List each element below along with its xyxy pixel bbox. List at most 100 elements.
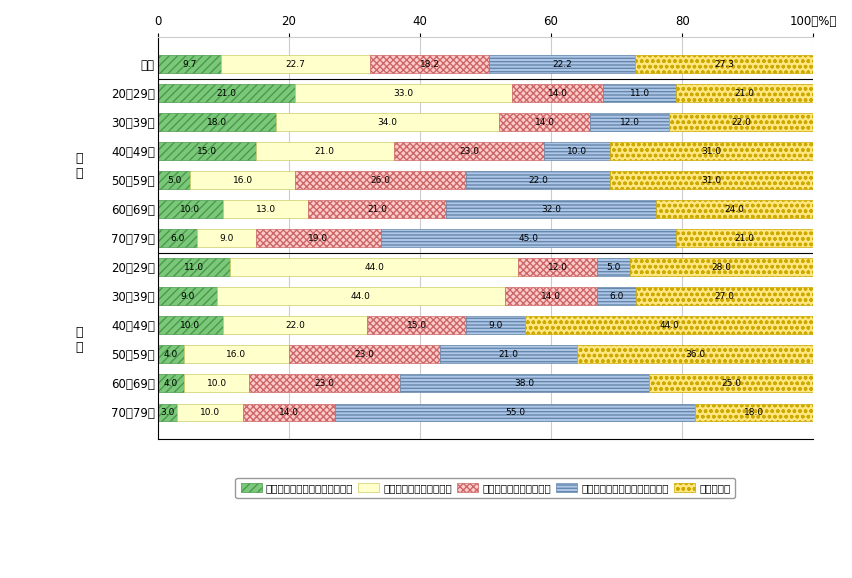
Text: 10.0: 10.0 xyxy=(181,321,200,329)
Bar xyxy=(578,346,814,363)
Bar xyxy=(276,113,498,131)
Bar xyxy=(158,403,177,421)
Text: 45.0: 45.0 xyxy=(518,234,538,243)
Text: 27.0: 27.0 xyxy=(715,292,734,301)
Bar xyxy=(676,84,814,102)
Bar xyxy=(250,375,400,392)
Bar xyxy=(184,346,289,363)
Bar xyxy=(367,317,466,334)
Text: 5.0: 5.0 xyxy=(606,262,620,272)
Text: 21.0: 21.0 xyxy=(734,234,755,243)
Text: 9.7: 9.7 xyxy=(182,60,197,69)
Text: 44.0: 44.0 xyxy=(364,262,384,272)
Text: 21.0: 21.0 xyxy=(734,88,755,98)
Text: 12.0: 12.0 xyxy=(548,262,567,272)
Text: 11.0: 11.0 xyxy=(630,88,649,98)
Text: 27.3: 27.3 xyxy=(715,60,734,69)
Bar xyxy=(184,375,250,392)
Text: 31.0: 31.0 xyxy=(701,176,722,184)
Bar xyxy=(489,55,635,73)
Bar xyxy=(197,229,256,247)
Bar xyxy=(636,287,814,305)
Bar xyxy=(630,258,814,276)
Bar xyxy=(216,287,505,305)
Text: 23.0: 23.0 xyxy=(315,379,335,388)
Bar xyxy=(544,142,610,160)
Bar xyxy=(230,258,518,276)
Text: 9.0: 9.0 xyxy=(219,234,233,243)
Text: 21.0: 21.0 xyxy=(498,350,518,359)
Text: 14.0: 14.0 xyxy=(279,407,299,417)
Bar xyxy=(158,171,190,189)
Text: 23.0: 23.0 xyxy=(354,350,374,359)
Bar xyxy=(649,375,814,392)
Text: 16.0: 16.0 xyxy=(233,176,253,184)
Bar xyxy=(394,142,544,160)
Text: 10.0: 10.0 xyxy=(200,407,220,417)
Text: 32.0: 32.0 xyxy=(541,205,561,214)
Text: 4.0: 4.0 xyxy=(164,379,178,388)
Bar xyxy=(512,84,603,102)
Bar xyxy=(158,142,256,160)
Text: 10.0: 10.0 xyxy=(206,379,227,388)
Text: 22.0: 22.0 xyxy=(731,117,751,127)
Bar xyxy=(446,201,656,218)
Text: 14.0: 14.0 xyxy=(541,292,561,301)
Bar xyxy=(505,287,597,305)
Bar xyxy=(158,346,184,363)
Bar xyxy=(635,55,814,73)
Text: 25.0: 25.0 xyxy=(722,379,741,388)
Text: 10.0: 10.0 xyxy=(567,147,587,155)
Bar xyxy=(296,171,466,189)
Text: 21.0: 21.0 xyxy=(315,147,335,155)
Text: 33.0: 33.0 xyxy=(394,88,413,98)
Bar xyxy=(223,317,367,334)
Bar xyxy=(243,403,335,421)
Bar xyxy=(370,55,489,73)
Text: 36.0: 36.0 xyxy=(685,350,705,359)
Bar xyxy=(695,403,814,421)
Text: 9.0: 9.0 xyxy=(180,292,194,301)
Bar xyxy=(158,201,223,218)
Bar xyxy=(158,113,276,131)
Text: 15.0: 15.0 xyxy=(406,321,427,329)
Bar xyxy=(158,84,296,102)
Text: 女
性: 女 性 xyxy=(75,325,83,354)
Text: 44.0: 44.0 xyxy=(659,321,679,329)
Text: 16.0: 16.0 xyxy=(227,350,246,359)
Text: 38.0: 38.0 xyxy=(515,379,535,388)
Text: 18.0: 18.0 xyxy=(206,117,227,127)
Text: 24.0: 24.0 xyxy=(725,205,745,214)
Bar xyxy=(158,317,223,334)
Bar xyxy=(676,229,814,247)
Text: 34.0: 34.0 xyxy=(377,117,397,127)
Text: 22.0: 22.0 xyxy=(285,321,305,329)
Text: 11.0: 11.0 xyxy=(184,262,204,272)
Bar xyxy=(525,317,814,334)
Bar xyxy=(400,375,649,392)
Text: 5.0: 5.0 xyxy=(167,176,181,184)
Text: 23.0: 23.0 xyxy=(459,147,479,155)
Bar xyxy=(289,346,440,363)
Bar xyxy=(158,55,222,73)
Text: 9.0: 9.0 xyxy=(488,321,503,329)
Text: 22.7: 22.7 xyxy=(285,60,306,69)
Text: 21.0: 21.0 xyxy=(216,88,237,98)
Text: 22.0: 22.0 xyxy=(528,176,548,184)
Text: 18.0: 18.0 xyxy=(745,407,764,417)
Text: 19.0: 19.0 xyxy=(308,234,328,243)
Bar xyxy=(518,258,597,276)
Text: 15.0: 15.0 xyxy=(197,147,217,155)
Text: 28.0: 28.0 xyxy=(711,262,732,272)
Text: 55.0: 55.0 xyxy=(505,407,525,417)
Text: 44.0: 44.0 xyxy=(351,292,371,301)
Bar xyxy=(610,142,814,160)
Text: 18.2: 18.2 xyxy=(420,60,440,69)
Bar xyxy=(597,287,636,305)
Legend: 必要になる可能性は極めて高い, 必要になる可能性が高い, 必要になる可能性は低い, 必要になる可能性は極めて低い, わからない: 必要になる可能性は極めて高い, 必要になる可能性が高い, 必要になる可能性は低い… xyxy=(235,477,735,498)
Text: 14.0: 14.0 xyxy=(548,88,567,98)
Text: 6.0: 6.0 xyxy=(609,292,624,301)
Bar xyxy=(256,229,381,247)
Bar xyxy=(440,346,578,363)
Bar xyxy=(590,113,669,131)
